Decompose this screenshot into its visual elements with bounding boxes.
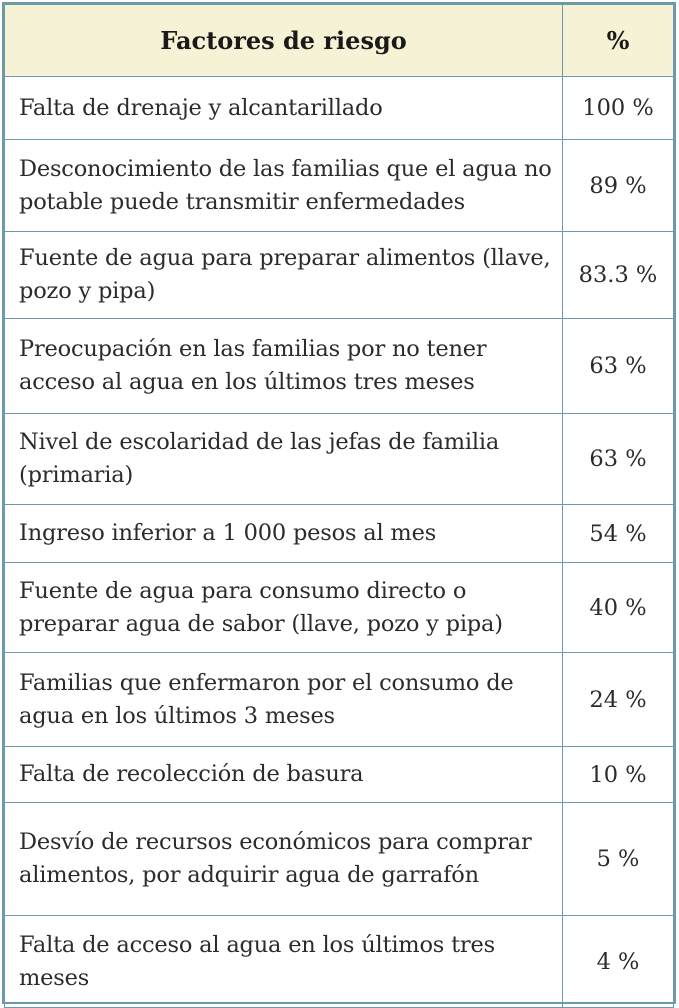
table-row: Fuente de agua para preparar alimentos (… [4,231,674,319]
percent-cell: 54 % [562,504,674,563]
percent-cell: 5 % [562,802,674,916]
table-header-row: Factores de riesgo % [4,4,674,77]
factor-cell: Falta de recolección de basura [4,746,563,803]
table-row: Preocupación en las familias por no tene… [4,318,674,414]
table-row: Falta de acceso al agua en los últimos t… [4,915,674,1008]
table-row: Fuente de agua para consumo directo o pr… [4,562,674,653]
factor-cell: Nivel de escolaridad de las jefas de fam… [4,413,563,505]
percent-cell: 63 % [562,413,674,505]
table-row: Desconocimiento de las familias que el a… [4,139,674,232]
percent-cell: 89 % [562,139,674,232]
percent-cell: 24 % [562,652,674,747]
table-row: Nivel de escolaridad de las jefas de fam… [4,413,674,505]
factor-cell: Familias que enfermaron por el consumo d… [4,652,563,747]
percent-cell: 40 % [562,562,674,653]
factor-cell: Fuente de agua para preparar alimentos (… [4,231,563,319]
factor-cell: Falta de drenaje y alcantarillado [4,76,563,140]
percent-cell: 4 % [562,915,674,1008]
percent-cell: 83.3 % [562,231,674,319]
factor-cell: Ingreso inferior a 1 000 pesos al mes [4,504,563,563]
percent-cell: 100 % [562,76,674,140]
table-row: Desvío de recursos económicos para compr… [4,802,674,916]
percent-cell: 10 % [562,746,674,803]
factor-cell: Fuente de agua para consumo directo o pr… [4,562,563,653]
table-row: Falta de drenaje y alcantarillado 100 % [4,76,674,140]
header-percent: % [562,4,674,77]
factor-cell: Desvío de recursos económicos para compr… [4,802,563,916]
header-factor: Factores de riesgo [4,4,563,77]
table-row: Falta de recolección de basura 10 % [4,746,674,803]
factor-cell: Falta de acceso al agua en los últimos t… [4,915,563,1008]
table-row: Ingreso inferior a 1 000 pesos al mes 54… [4,504,674,563]
factor-cell: Desconocimiento de las familias que el a… [4,139,563,232]
table-row: Familias que enfermaron por el consumo d… [4,652,674,747]
risk-factors-table: Factores de riesgo % Falta de drenaje y … [4,4,674,1008]
percent-cell: 63 % [562,318,674,414]
factor-cell: Preocupación en las familias por no tene… [4,318,563,414]
